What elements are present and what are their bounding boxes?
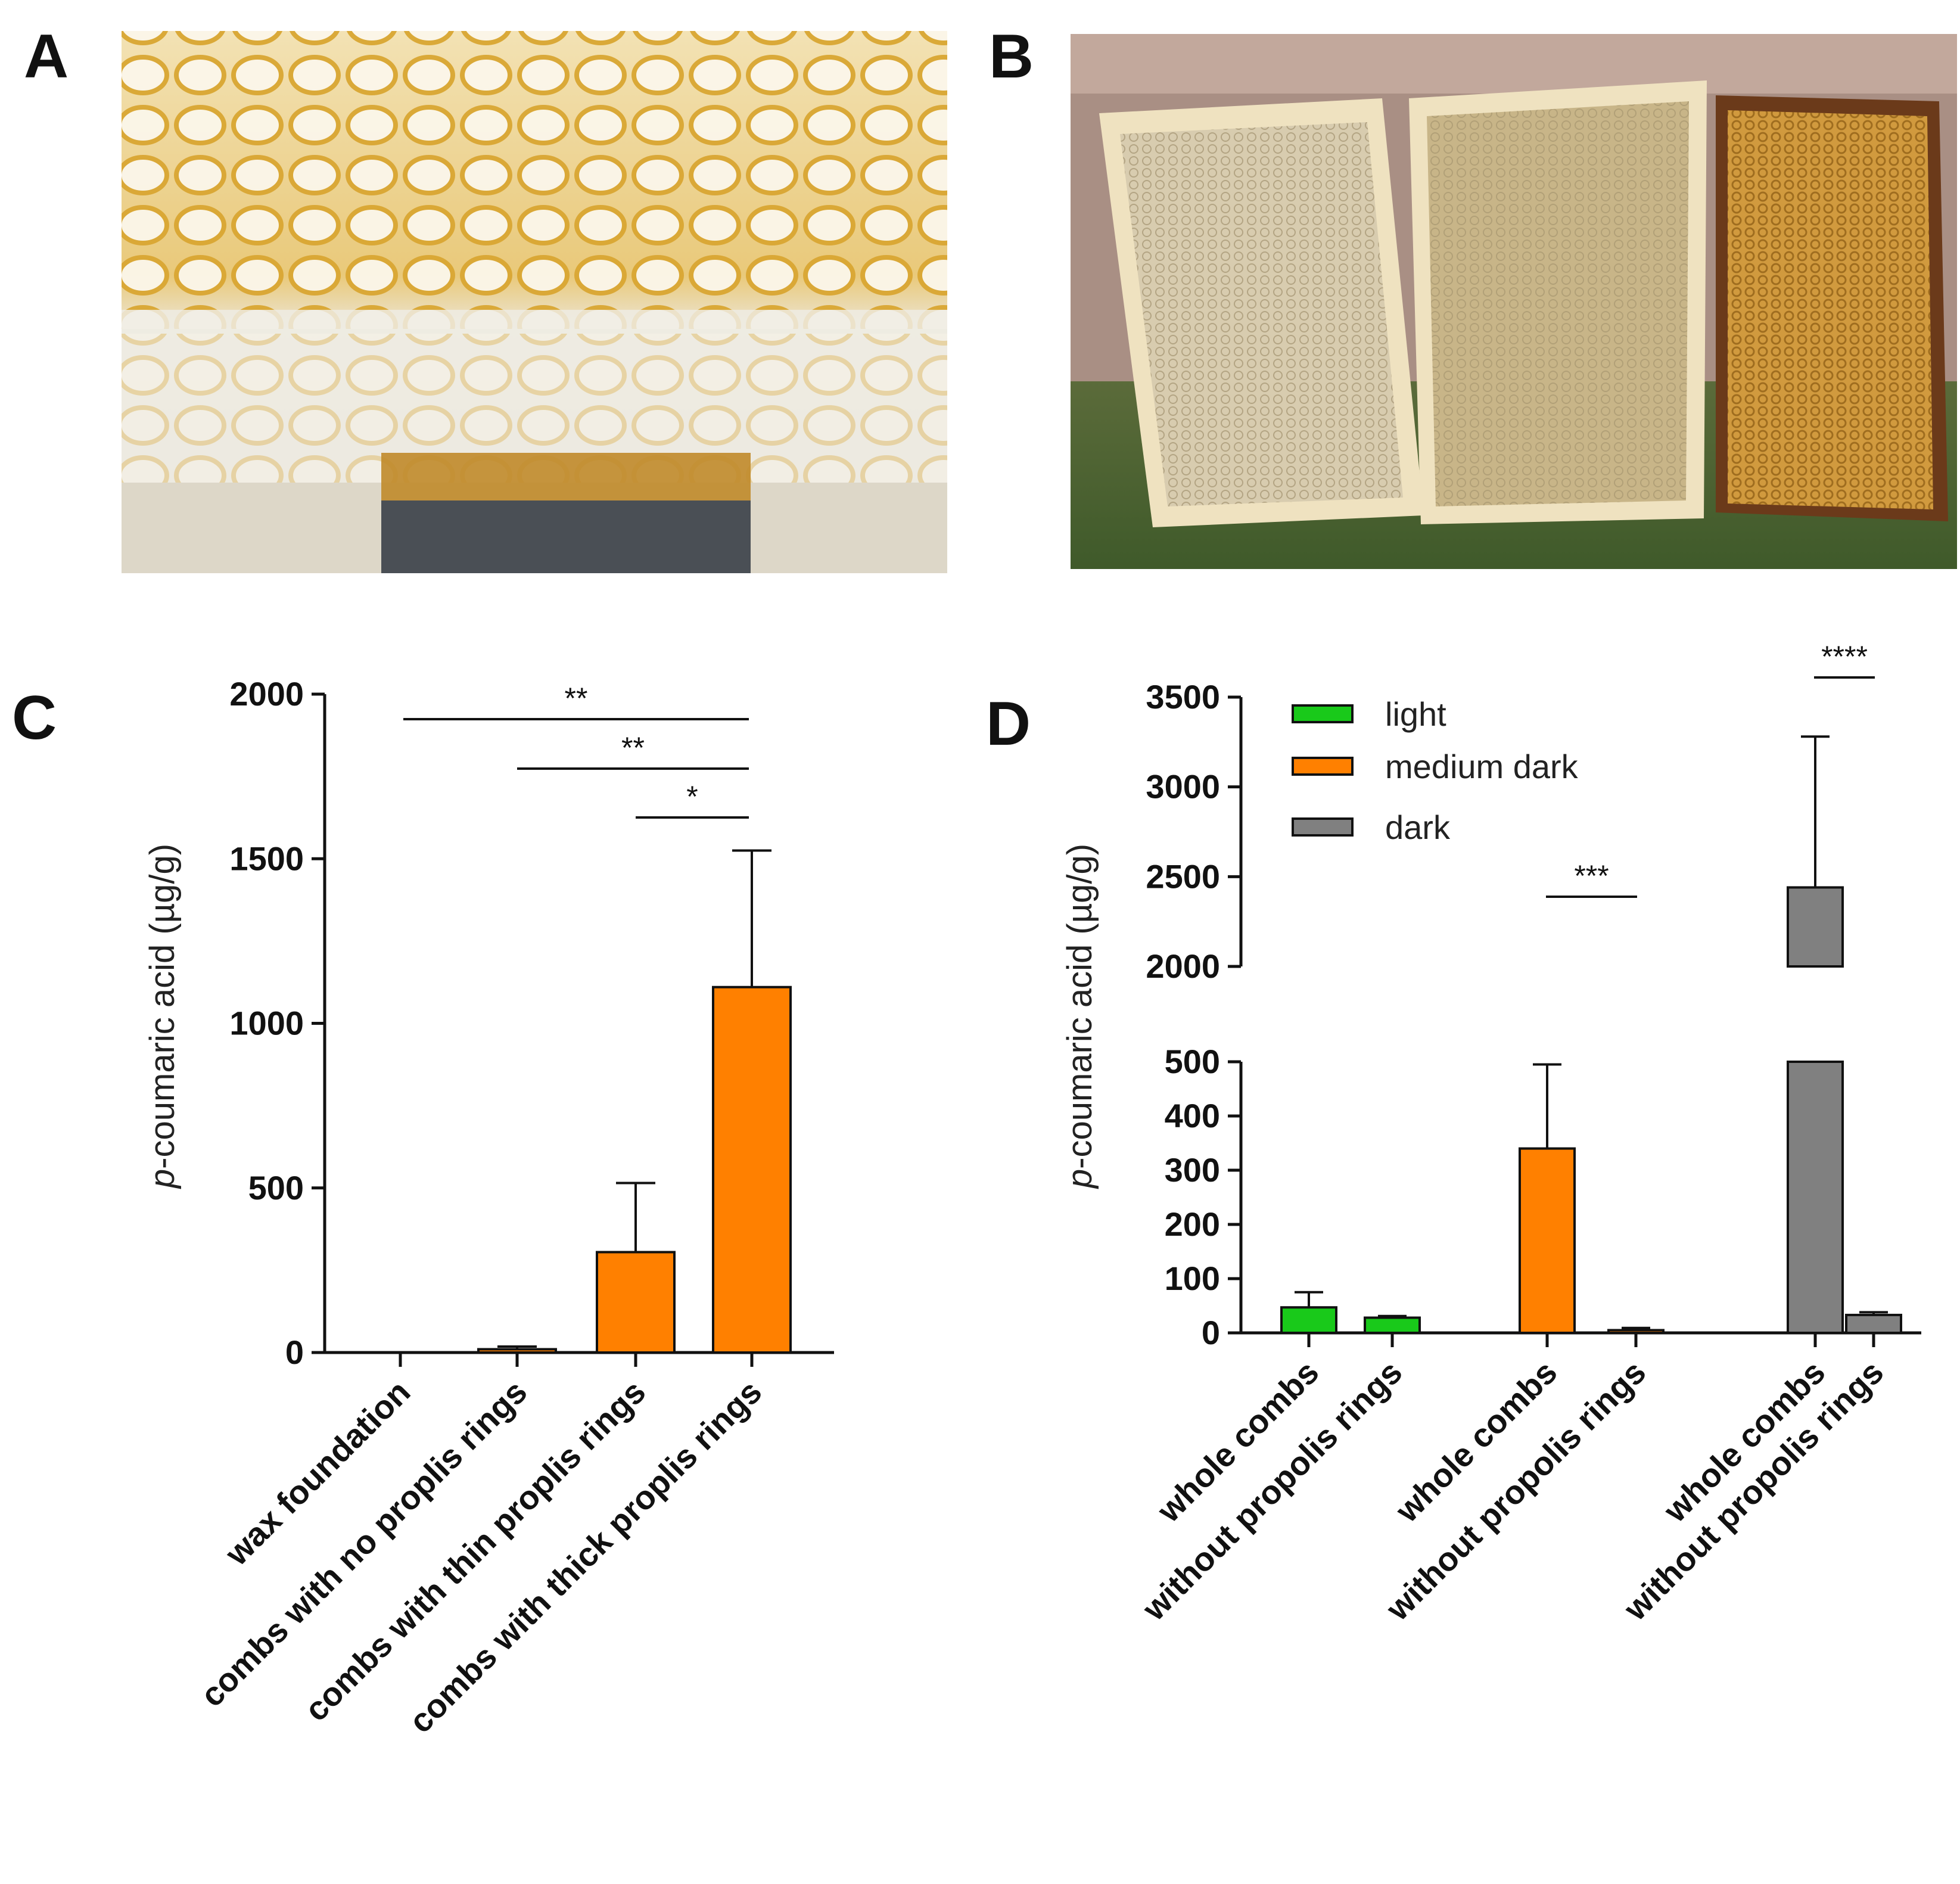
chart-d-bar	[1280, 1306, 1337, 1334]
chart-d-y-tick-label: 300	[1165, 1151, 1220, 1189]
chart-c-y-tick-label: 0	[285, 1333, 304, 1371]
chart-c-bar	[596, 1251, 676, 1354]
chart-d-y-tick-label: 400	[1165, 1097, 1220, 1134]
chart-d-y-axis-title: p-coumaric acid (µg/g)	[1060, 844, 1099, 1189]
chart-c-significance-label: **	[565, 682, 588, 715]
chart-d-legend-swatch	[1292, 817, 1354, 837]
chart-d-y-tick-label: 3000	[1146, 768, 1220, 806]
chart-c-bar	[712, 985, 792, 1354]
chart-c-y-tick-label: 500	[248, 1169, 304, 1207]
chart-c-y-axis-title: p-coumaric acid (µg/g)	[143, 844, 182, 1189]
chart-d-bar	[1607, 1329, 1665, 1334]
photo-wax-foundation-closeup	[122, 31, 947, 573]
chart-d-bar	[1519, 1147, 1576, 1334]
chart-c-significance-label: *	[686, 780, 698, 813]
chart-c-y-tick-label: 2000	[229, 675, 304, 713]
panel-letter-a: A	[24, 22, 69, 91]
chart-d-y-tick-label: 500	[1165, 1043, 1220, 1080]
chart-c-y-tick-label: 1500	[229, 840, 304, 877]
chart-d-bar	[1364, 1316, 1421, 1335]
chart-d-y-tick-label: 0	[1202, 1314, 1220, 1351]
chart-d-significance-label: ****	[1821, 640, 1868, 673]
chart-d-legend-swatch	[1292, 757, 1354, 776]
chart-d-legend-swatch	[1292, 704, 1354, 723]
chart-c-bar	[477, 1348, 557, 1354]
chart-d-y-tick-label: 2500	[1146, 857, 1220, 895]
chart-d-legend-label: dark	[1385, 809, 1451, 846]
panel-letter-d: D	[986, 689, 1031, 758]
chart-d-y-tick-label: 3500	[1146, 678, 1220, 716]
chart-d-legend-label: light	[1385, 695, 1446, 733]
chart-d-y-tick-label: 2000	[1146, 947, 1220, 985]
chart-d-y-tick-label: 100	[1165, 1260, 1220, 1297]
panel-letter-c: C	[12, 683, 57, 753]
photo-three-comb-frames	[1071, 34, 1957, 569]
panel-letter-b: B	[989, 22, 1034, 91]
chart-d-legend-label: medium dark	[1385, 748, 1579, 785]
chart-c-significance-label: **	[621, 731, 645, 764]
chart-d-bar	[1787, 1061, 1844, 1334]
chart-d-significance-label: ***	[1574, 859, 1609, 893]
chart-c-y-tick-label: 1000	[229, 1005, 304, 1042]
chart-d-bar-upper-segment	[1787, 886, 1844, 968]
chart-d-category-label: without propolis rings	[1616, 1353, 1890, 1628]
chart-d-y-tick-label: 200	[1165, 1205, 1220, 1243]
chart-d-bar	[1845, 1313, 1902, 1334]
